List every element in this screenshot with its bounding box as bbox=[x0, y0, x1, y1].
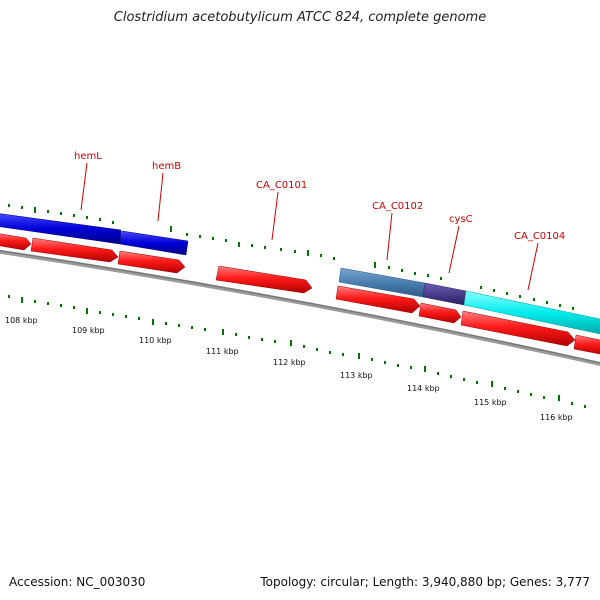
gene-cysC[interactable] bbox=[422, 282, 467, 306]
cds-features bbox=[0, 233, 600, 355]
gene-label-CA_C0102: CA_C0102 bbox=[372, 201, 423, 212]
scale-labels: 108 kbp 109 kbp 110 kbp 111 kbp 112 kbp … bbox=[5, 316, 573, 422]
gene-features bbox=[0, 213, 600, 335]
scale-label: 109 kbp bbox=[72, 326, 105, 335]
scale-label: 110 kbp bbox=[139, 336, 172, 345]
map-title: Clostridium acetobutylicum ATCC 824, com… bbox=[113, 10, 487, 25]
scale-label: 111 kbp bbox=[206, 347, 239, 356]
cds-arrow[interactable] bbox=[573, 334, 600, 355]
gene-label-CA_C0104: CA_C0104 bbox=[514, 231, 565, 242]
label-leaders bbox=[80, 162, 539, 291]
cds-arrow[interactable] bbox=[418, 302, 462, 324]
cds-arrow[interactable] bbox=[117, 250, 186, 274]
upper-scale-ticks bbox=[8, 204, 574, 310]
scale-label: 112 kbp bbox=[273, 358, 306, 367]
accession-text: Accession: NC_003030 bbox=[9, 575, 146, 589]
gene-label-cysC: cysC bbox=[449, 214, 473, 225]
scale-label: 108 kbp bbox=[5, 316, 38, 325]
lower-scale-ticks bbox=[8, 295, 586, 408]
scale-label: 115 kbp bbox=[474, 398, 507, 407]
genome-summary-text: Topology: circular; Length: 3,940,880 bp… bbox=[260, 575, 590, 589]
scale-label: 113 kbp bbox=[340, 371, 373, 380]
cds-arrow[interactable] bbox=[215, 265, 313, 294]
gene-label-hemL: hemL bbox=[74, 151, 102, 162]
genome-backbone bbox=[0, 249, 600, 366]
cds-arrow[interactable] bbox=[460, 310, 576, 347]
gene-labels: hemL hemB CA_C0101 CA_C0102 cysC CA_C010… bbox=[74, 151, 565, 242]
gene-CA_C0104[interactable] bbox=[463, 290, 600, 335]
cds-arrow[interactable] bbox=[30, 237, 119, 263]
gene-label-hemB: hemB bbox=[152, 161, 181, 172]
gene-label-CA_C0101: CA_C0101 bbox=[256, 180, 307, 191]
scale-label: 116 kbp bbox=[540, 413, 573, 422]
cds-arrow[interactable] bbox=[335, 285, 421, 314]
gene-hemB[interactable] bbox=[119, 230, 189, 256]
cds-arrow[interactable] bbox=[0, 233, 32, 251]
scale-label: 114 kbp bbox=[407, 384, 440, 393]
